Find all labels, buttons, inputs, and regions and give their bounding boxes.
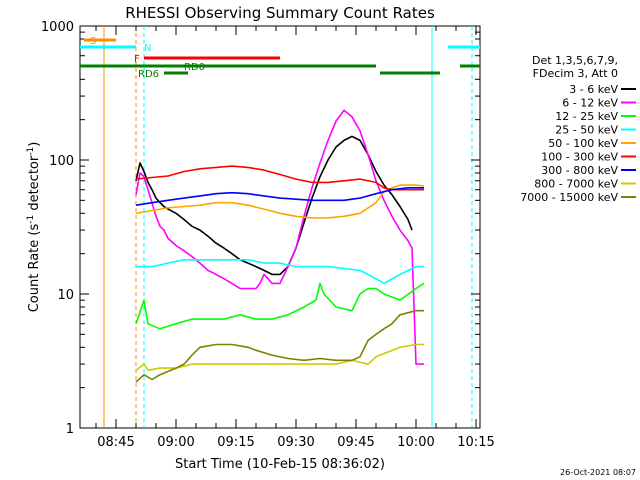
legend-label: 3 - 6 keV [569, 83, 618, 96]
legend-header: FDecim 3, Att 0 [533, 67, 618, 80]
series-lines [135, 109, 425, 383]
chart-title: RHESSI Observing Summary Count Rates [125, 4, 435, 22]
y-axis-title: Count Rate (s-1 detector-1) [26, 142, 42, 313]
series-line [135, 309, 424, 383]
legend-header: Det 1,3,5,6,7,9, [532, 54, 618, 67]
x-tick-label: 08:45 [97, 435, 134, 450]
time-markers [103, 26, 473, 428]
y-tick-label: 1 [66, 422, 74, 437]
flag-label: S [90, 36, 96, 47]
series-line [135, 165, 424, 191]
legend-label: 800 - 7000 keV [534, 178, 618, 191]
x-axis-title: Start Time (10-Feb-15 08:36:02) [175, 457, 385, 472]
plot-frame [79, 25, 481, 429]
series-line [135, 343, 424, 371]
x-tick-label: 09:00 [157, 435, 194, 450]
y-axis: 1 10 100 1000 [41, 20, 480, 437]
x-tick-label: 10:15 [457, 435, 494, 450]
print-timestamp: 26-Oct-2021 08:07 [560, 468, 636, 477]
x-tick-label: 09:30 [277, 435, 314, 450]
series-line [135, 187, 424, 206]
x-axis: 08:45 09:00 09:15 09:30 09:45 10:00 10:15 [95, 26, 495, 450]
flag-label: RD6 [138, 69, 159, 80]
series-line [135, 135, 413, 276]
status-flags: S NF RD0 RD6 [80, 36, 480, 80]
series-line [135, 109, 424, 365]
flag-label: RD0 [184, 62, 205, 73]
legend-label: 7000 - 15000 keV [520, 191, 618, 204]
legend-label: 25 - 50 keV [555, 124, 618, 137]
legend-label: 300 - 800 keV [541, 164, 618, 177]
legend-label: 100 - 300 keV [541, 151, 618, 164]
y-tick-label: 10 [57, 288, 74, 303]
y-tick-label: 1000 [41, 20, 74, 35]
series-line [135, 184, 425, 219]
x-tick-label: 09:45 [337, 435, 374, 450]
flag-label: N [144, 43, 151, 54]
legend-label: 12 - 25 keV [555, 110, 618, 123]
x-tick-label: 10:00 [397, 435, 434, 450]
x-tick-label: 09:15 [217, 435, 254, 450]
flag-label: F [134, 54, 140, 65]
legend-label: 50 - 100 keV [548, 137, 618, 150]
series-line [136, 259, 424, 285]
series-line [135, 282, 425, 330]
legend: Det 1,3,5,6,7,9,FDecim 3, Att 0 3 - 6 keV… [520, 54, 636, 204]
legend-label: 6 - 12 keV [562, 97, 618, 110]
y-tick-label: 100 [49, 154, 74, 169]
